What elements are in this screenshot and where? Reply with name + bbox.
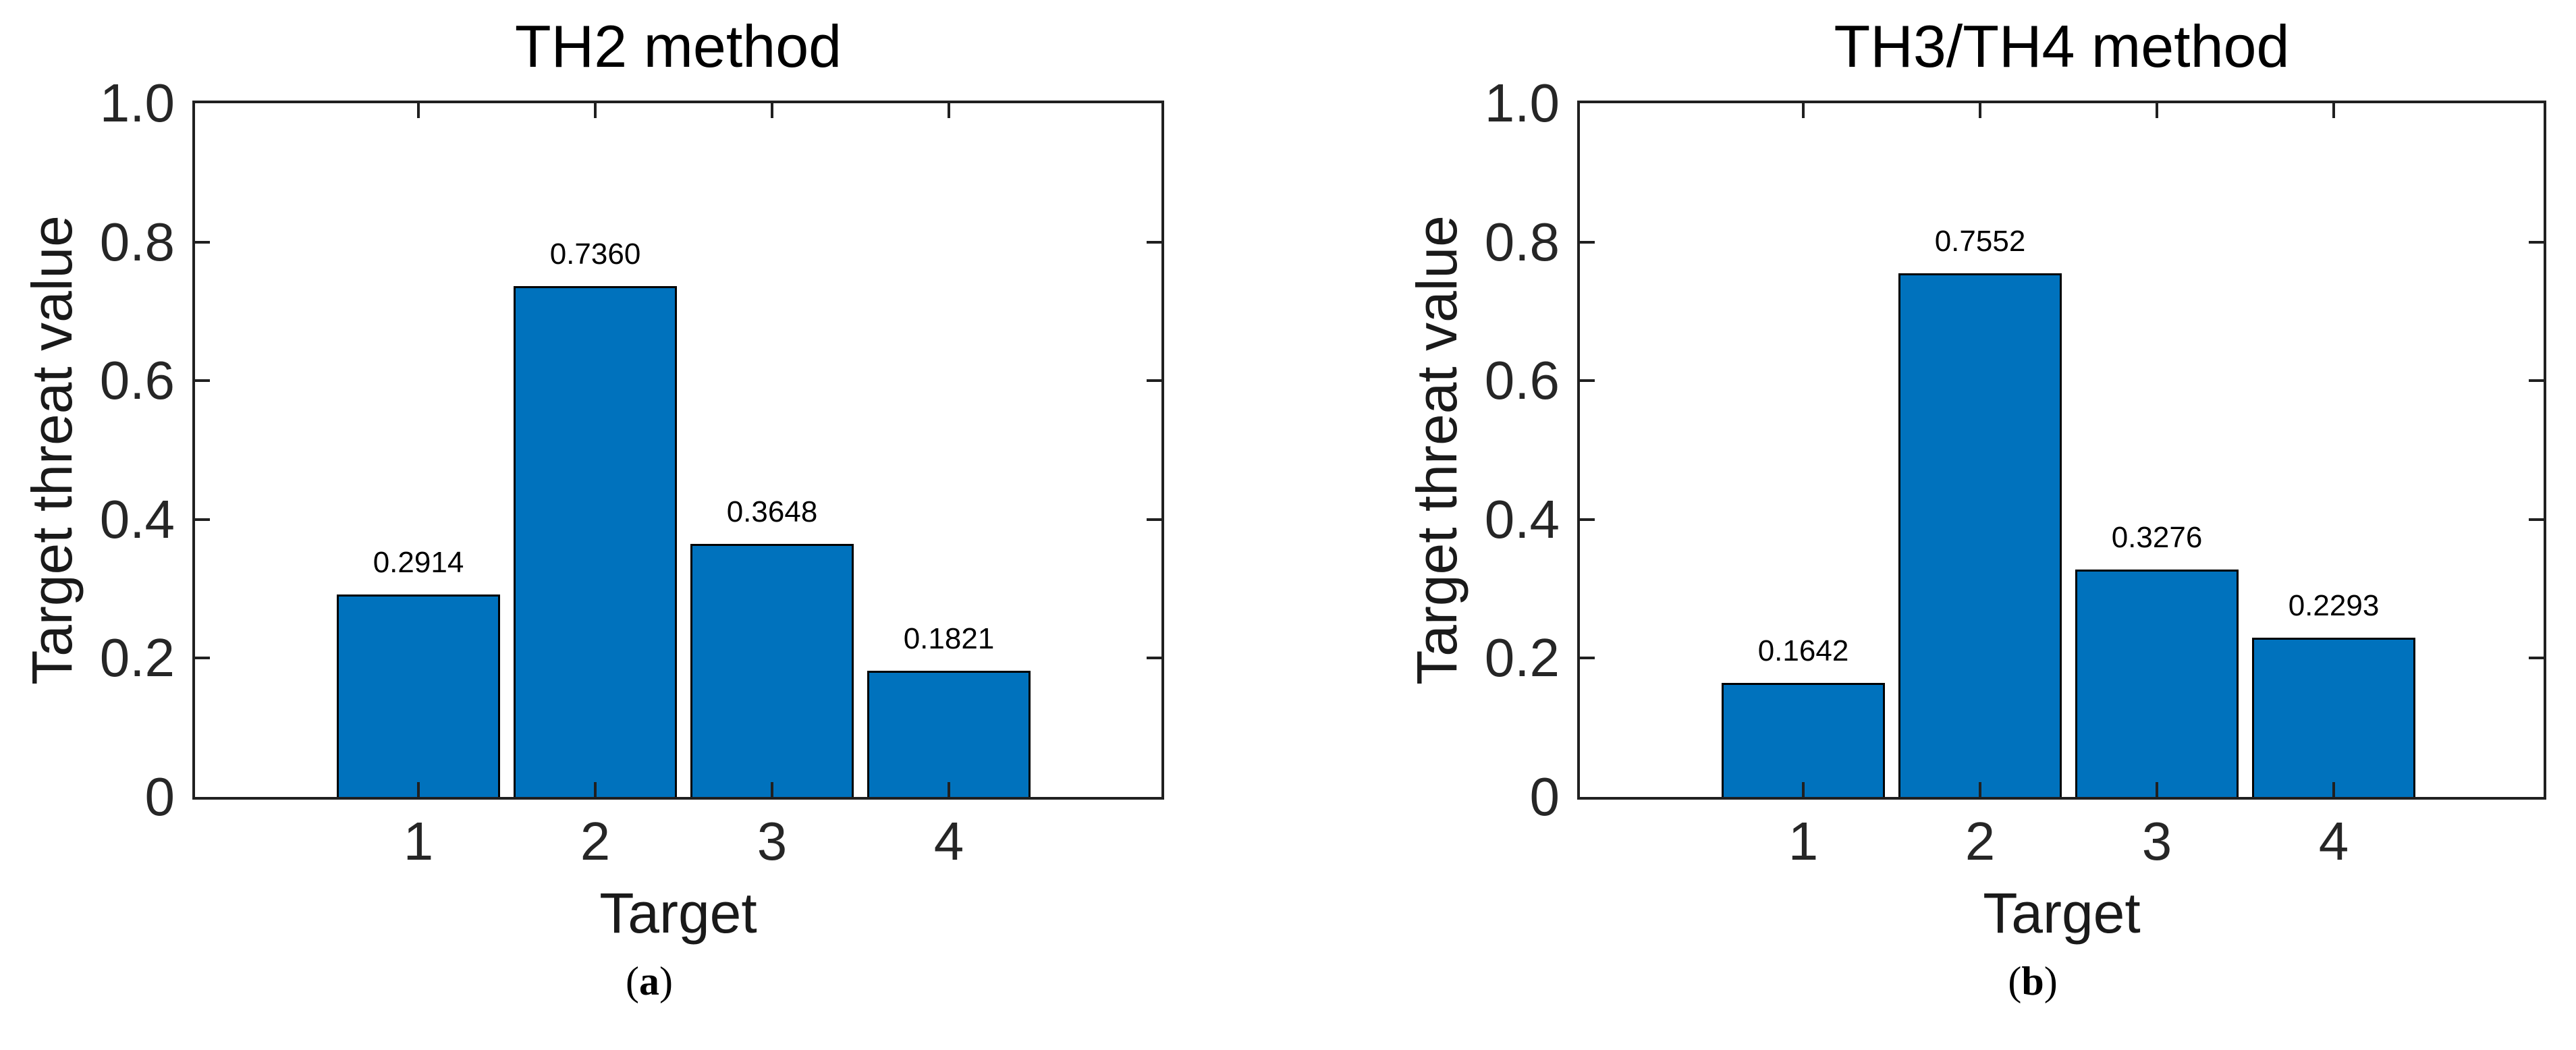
bar bbox=[337, 595, 500, 797]
bar-value-label: 0.2293 bbox=[2288, 589, 2380, 623]
y-tick-mark bbox=[1580, 240, 1595, 244]
bar bbox=[2252, 638, 2415, 797]
y-tick-label: 0 bbox=[144, 767, 175, 827]
y-tick-label: 0 bbox=[1529, 767, 1560, 827]
bar-value-label: 0.1642 bbox=[1757, 634, 1849, 668]
y-tick-mark bbox=[1580, 657, 1595, 660]
x-tick-mark-top bbox=[417, 103, 420, 118]
y-tick-mark bbox=[195, 657, 210, 660]
y-tick-label: 0.2 bbox=[99, 628, 175, 688]
y-tick-label: 0.8 bbox=[99, 211, 175, 272]
panel-label-char: b bbox=[2021, 959, 2044, 1003]
x-tick-mark-top bbox=[594, 103, 597, 118]
x-tick-mark bbox=[417, 782, 420, 797]
bar bbox=[690, 544, 854, 797]
x-axis-label: Target bbox=[599, 881, 757, 945]
x-axis-label: Target bbox=[1983, 881, 2141, 945]
y-tick-mark-right bbox=[1147, 379, 1161, 383]
chart-panel-a: TH2 method Target threat value Target (a… bbox=[20, 17, 1164, 1001]
y-tick-label: 0.4 bbox=[1484, 489, 1560, 549]
y-tick-label: 0.6 bbox=[1484, 350, 1560, 411]
y-tick-label: 0.2 bbox=[1484, 628, 1560, 688]
bar bbox=[1898, 273, 2062, 797]
panel-label-char: a bbox=[639, 959, 659, 1003]
x-tick-mark bbox=[771, 782, 773, 797]
bar-value-label: 0.3276 bbox=[2111, 521, 2203, 555]
x-tick-label: 4 bbox=[2318, 811, 2349, 871]
x-tick-mark-top bbox=[2156, 103, 2158, 118]
x-tick-mark bbox=[948, 782, 950, 797]
x-tick-mark-top bbox=[771, 103, 773, 118]
x-tick-mark-top bbox=[1979, 103, 1981, 118]
x-tick-mark-top bbox=[2332, 103, 2335, 118]
y-tick-label: 0.4 bbox=[99, 489, 175, 549]
bar-value-label: 0.2914 bbox=[373, 546, 464, 580]
y-tick-mark-right bbox=[2529, 240, 2544, 244]
y-tick-label: 1.0 bbox=[99, 73, 175, 133]
x-tick-label: 2 bbox=[1965, 811, 1996, 871]
bar-value-label: 0.7360 bbox=[549, 238, 641, 271]
y-tick-mark-right bbox=[2529, 379, 2544, 383]
bar bbox=[867, 670, 1031, 797]
y-axis-label: Target threat value bbox=[1405, 215, 1469, 685]
x-tick-mark-top bbox=[948, 103, 950, 118]
y-tick-mark bbox=[1580, 518, 1595, 521]
x-tick-mark bbox=[1979, 782, 1981, 797]
x-tick-label: 2 bbox=[580, 811, 611, 871]
y-tick-mark bbox=[1580, 379, 1595, 383]
chart-title: TH3/TH4 method bbox=[1834, 13, 2290, 80]
y-tick-mark-right bbox=[2529, 657, 2544, 660]
y-tick-label: 1.0 bbox=[1484, 73, 1560, 133]
panel-label-char: ( bbox=[626, 959, 639, 1003]
y-tick-mark bbox=[195, 240, 210, 244]
x-tick-mark bbox=[2332, 782, 2335, 797]
bar bbox=[2075, 570, 2239, 797]
panel-label: (b) bbox=[2008, 961, 2057, 1001]
x-tick-label: 3 bbox=[757, 811, 788, 871]
x-tick-label: 4 bbox=[933, 811, 964, 871]
y-tick-label: 0.6 bbox=[99, 350, 175, 411]
y-tick-mark-right bbox=[2529, 518, 2544, 521]
y-tick-mark-right bbox=[1147, 518, 1161, 521]
y-tick-label: 0.8 bbox=[1484, 211, 1560, 272]
panel-label: (a) bbox=[626, 961, 673, 1001]
bar-value-label: 0.7552 bbox=[1934, 224, 2026, 258]
x-tick-label: 1 bbox=[1788, 811, 1819, 871]
chart-panel-b: TH3/TH4 method Target threat value Targe… bbox=[1405, 17, 2546, 1001]
y-axis-label: Target threat value bbox=[20, 215, 84, 685]
x-tick-mark bbox=[2156, 782, 2158, 797]
panel-label-char: ( bbox=[2008, 959, 2022, 1003]
y-tick-mark-right bbox=[1147, 657, 1161, 660]
y-tick-mark bbox=[195, 379, 210, 383]
panel-label-char: ) bbox=[2044, 959, 2058, 1003]
bar-value-label: 0.3648 bbox=[726, 495, 818, 528]
bar bbox=[514, 286, 677, 797]
y-tick-mark-right bbox=[1147, 240, 1161, 244]
y-tick-mark bbox=[195, 518, 210, 521]
panel-label-char: ) bbox=[659, 959, 673, 1003]
x-tick-label: 1 bbox=[403, 811, 434, 871]
x-tick-mark bbox=[1802, 782, 1805, 797]
bar bbox=[1722, 683, 1885, 797]
chart-title: TH2 method bbox=[514, 13, 842, 80]
x-tick-mark-top bbox=[1802, 103, 1805, 118]
bar-value-label: 0.1821 bbox=[903, 621, 995, 655]
x-tick-mark bbox=[594, 782, 597, 797]
x-tick-label: 3 bbox=[2141, 811, 2172, 871]
